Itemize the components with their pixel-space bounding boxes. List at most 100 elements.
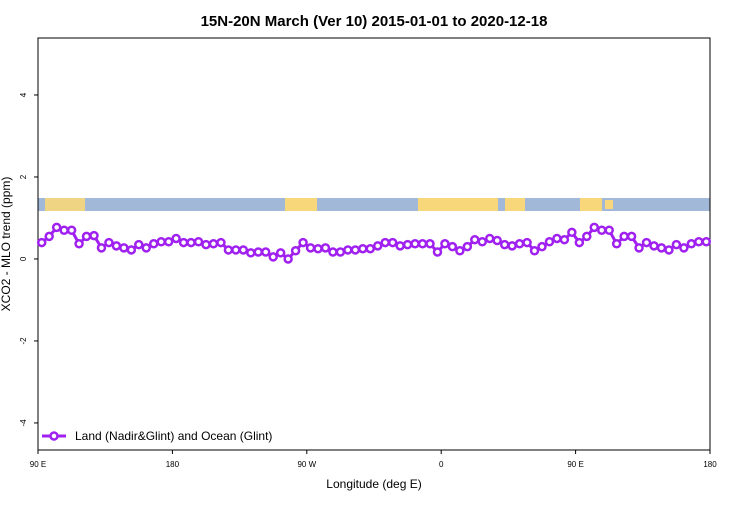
data-point [372, 241, 383, 251]
data-point [522, 237, 532, 248]
y-tick-label: -4 [19, 419, 28, 427]
land-patch [418, 198, 498, 211]
data-point [641, 237, 652, 248]
data-point [656, 243, 667, 253]
data-point [163, 236, 174, 247]
land-patch [45, 198, 85, 211]
land-patch [285, 198, 317, 211]
y-tick-label: -2 [19, 337, 28, 345]
data-point [701, 236, 712, 247]
data-point [664, 245, 674, 255]
y-tick-label: 4 [19, 92, 28, 97]
x-tick-label: 90 E [567, 460, 583, 469]
data-point [358, 243, 368, 254]
data-point [425, 239, 435, 249]
data-point [89, 230, 99, 241]
data-point [686, 239, 697, 249]
data-point [470, 234, 480, 245]
data-point [582, 231, 592, 242]
data-point [395, 241, 405, 251]
data-point [634, 243, 644, 253]
data-point [298, 237, 308, 248]
data-point [171, 233, 181, 244]
data-point [529, 246, 540, 256]
data-point [462, 241, 473, 252]
data-point [141, 243, 152, 253]
data-point [253, 247, 264, 257]
data-point [335, 247, 346, 257]
data-point [477, 236, 488, 247]
x-tick-label: 90 E [30, 460, 46, 469]
data-point [440, 239, 450, 249]
data-point [238, 245, 249, 255]
data-point [246, 248, 256, 258]
data-point [589, 222, 600, 233]
data-point [387, 237, 398, 248]
land-patch [505, 198, 525, 211]
data-point [260, 247, 271, 257]
chart-title: 15N-20N March (Ver 10) 2015-01-01 to 202… [201, 13, 548, 30]
data-point [484, 233, 495, 244]
data-point [626, 231, 637, 242]
data-point [111, 241, 122, 251]
data-point [283, 254, 293, 264]
data-point [447, 241, 458, 252]
land-patch [605, 200, 613, 209]
data-point [544, 236, 555, 247]
data-point [119, 243, 129, 253]
data-point [305, 243, 316, 253]
data-point [320, 243, 331, 253]
data-point [596, 225, 607, 236]
data-point [552, 233, 562, 244]
data-point [193, 236, 204, 247]
data-point [186, 237, 196, 248]
data-point [694, 236, 704, 247]
data-point [380, 237, 390, 248]
data-point [350, 245, 361, 255]
data-point [507, 241, 517, 251]
data-point [104, 237, 114, 248]
data-point [604, 225, 614, 236]
data-point [275, 248, 286, 258]
data-point [492, 235, 502, 246]
data-point [567, 227, 577, 238]
data-point [574, 237, 585, 248]
data-point [201, 239, 211, 250]
data-point [537, 241, 547, 252]
ocean-band [38, 198, 710, 211]
map-band [38, 198, 710, 211]
data-point [514, 239, 525, 249]
data-point [410, 239, 420, 249]
legend-marker [49, 431, 59, 441]
data-point [649, 241, 659, 251]
data-point [59, 225, 69, 236]
data-point [268, 252, 278, 262]
data-point [148, 239, 159, 249]
data-point [96, 243, 107, 253]
data-point [178, 237, 189, 248]
data-point [619, 231, 629, 242]
data-point [611, 239, 622, 249]
x-tick-label: 180 [703, 460, 717, 469]
x-axis-title: Longitude (deg E) [326, 477, 421, 491]
data-point [559, 234, 570, 245]
data-point [216, 237, 226, 248]
data-point [74, 239, 84, 249]
x-tick-label: 90 W [297, 460, 316, 469]
data-point [290, 246, 301, 256]
data-point [499, 239, 510, 250]
y-tick-label: 2 [19, 174, 28, 179]
data-point [223, 245, 234, 255]
x-tick-label: 0 [439, 460, 444, 469]
data-point [417, 239, 428, 249]
data-point [365, 243, 376, 254]
data-point [81, 231, 92, 242]
data-point [66, 225, 77, 236]
data-point [51, 222, 62, 233]
data-point [231, 245, 241, 255]
data-point [671, 239, 682, 250]
y-tick-label: 0 [19, 256, 28, 261]
data-point [208, 239, 219, 249]
